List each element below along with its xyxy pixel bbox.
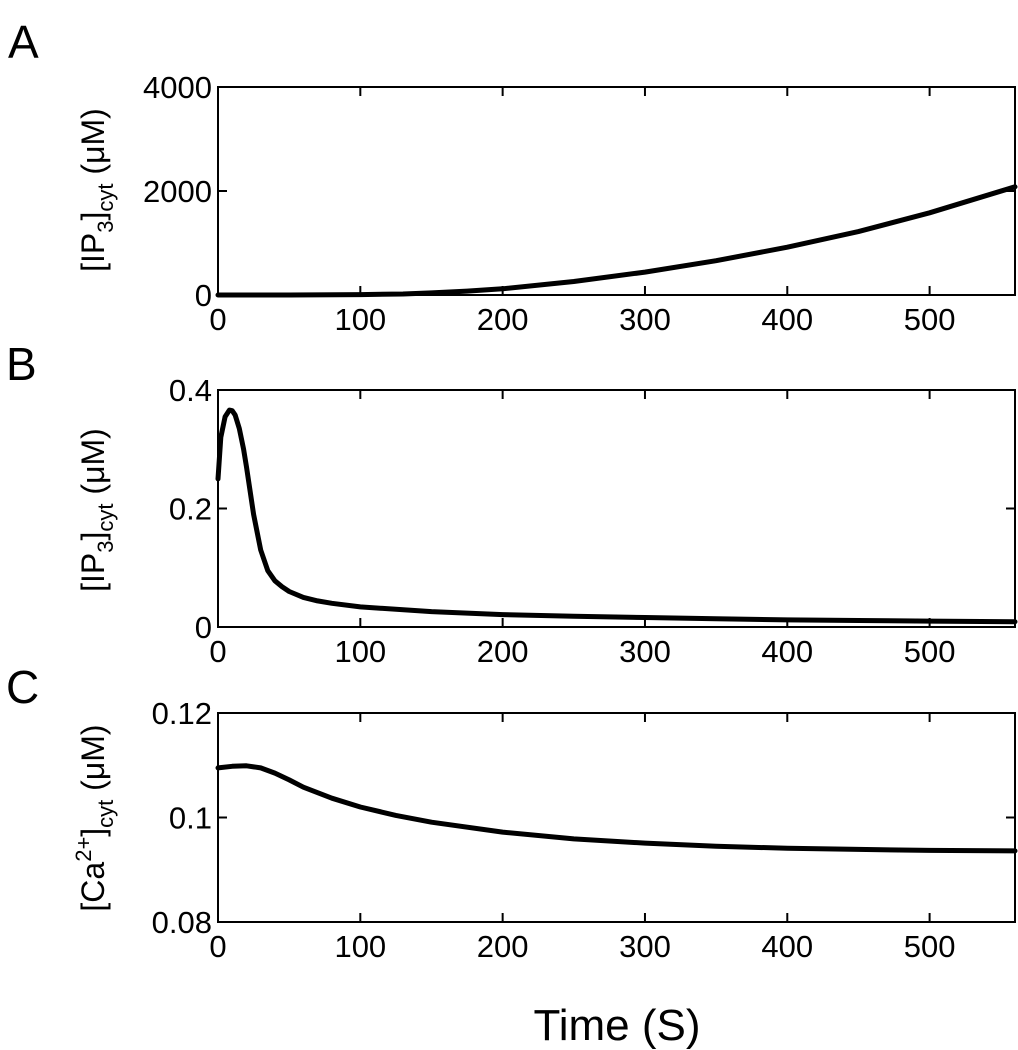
series-line bbox=[215, 763, 1018, 854]
panel-a: A 0 100 200 300 400 500 0 2000 4000 [IP3]cyt (μM) bbox=[8, 16, 1018, 337]
plot-frame bbox=[217, 86, 1016, 296]
panel-letter: A bbox=[8, 16, 39, 68]
x-tick-label: 300 bbox=[619, 929, 671, 964]
x-tick-label: 100 bbox=[334, 634, 386, 669]
x-tick-label: 500 bbox=[904, 929, 956, 964]
x-tick-label: 0 bbox=[209, 929, 226, 964]
y-tick-label: 0.12 bbox=[152, 696, 212, 731]
x-tick-label: 500 bbox=[904, 634, 956, 669]
x-tick-label: 0 bbox=[209, 302, 226, 337]
x-tick-label: 400 bbox=[761, 929, 813, 964]
x-tick-label: 500 bbox=[904, 302, 956, 337]
series-line bbox=[215, 184, 1018, 298]
plot-frame bbox=[217, 712, 1016, 923]
y-tick-label: 0.08 bbox=[152, 905, 212, 940]
y-tick-label: 0.2 bbox=[169, 492, 212, 527]
x-tick-label: 0 bbox=[209, 634, 226, 669]
y-tick-label: 2000 bbox=[143, 174, 212, 209]
y-axis-label: [IP3]cyt (μM) bbox=[75, 108, 118, 272]
y-tick-label: 0 bbox=[195, 278, 212, 313]
y-tick-label: 4000 bbox=[143, 70, 212, 105]
x-tick-label: 300 bbox=[619, 634, 671, 669]
y-tick-label: 0 bbox=[195, 610, 212, 645]
y-tick-label: 0.1 bbox=[169, 801, 212, 836]
plot-frame bbox=[217, 389, 1016, 628]
panel-c: C 0 100 200 300 400 500 0.08 0.1 0.12 [Ca2+]cyt (μ… bbox=[6, 661, 1018, 964]
y-axis-label: [Ca2+]cyt (μM) bbox=[71, 724, 118, 911]
series-line bbox=[215, 407, 1018, 625]
x-tick-label: 400 bbox=[761, 634, 813, 669]
x-tick-label: 200 bbox=[477, 634, 529, 669]
x-tick-label: 100 bbox=[334, 929, 386, 964]
panel-b: B 0 100 200 300 400 500 0 0.2 0.4 [IP3]cyt (μM) bbox=[6, 338, 1018, 669]
x-axis-label: Time (S) bbox=[533, 1001, 700, 1050]
y-tick-label: 0.4 bbox=[169, 373, 212, 408]
x-tick-label: 200 bbox=[477, 302, 529, 337]
x-tick-label: 400 bbox=[761, 302, 813, 337]
y-axis-label: [IP3]cyt (μM) bbox=[75, 428, 118, 592]
panel-letter: C bbox=[6, 661, 39, 713]
panel-letter: B bbox=[6, 338, 37, 390]
x-tick-label: 100 bbox=[334, 302, 386, 337]
x-tick-label: 300 bbox=[619, 302, 671, 337]
x-tick-label: 200 bbox=[477, 929, 529, 964]
